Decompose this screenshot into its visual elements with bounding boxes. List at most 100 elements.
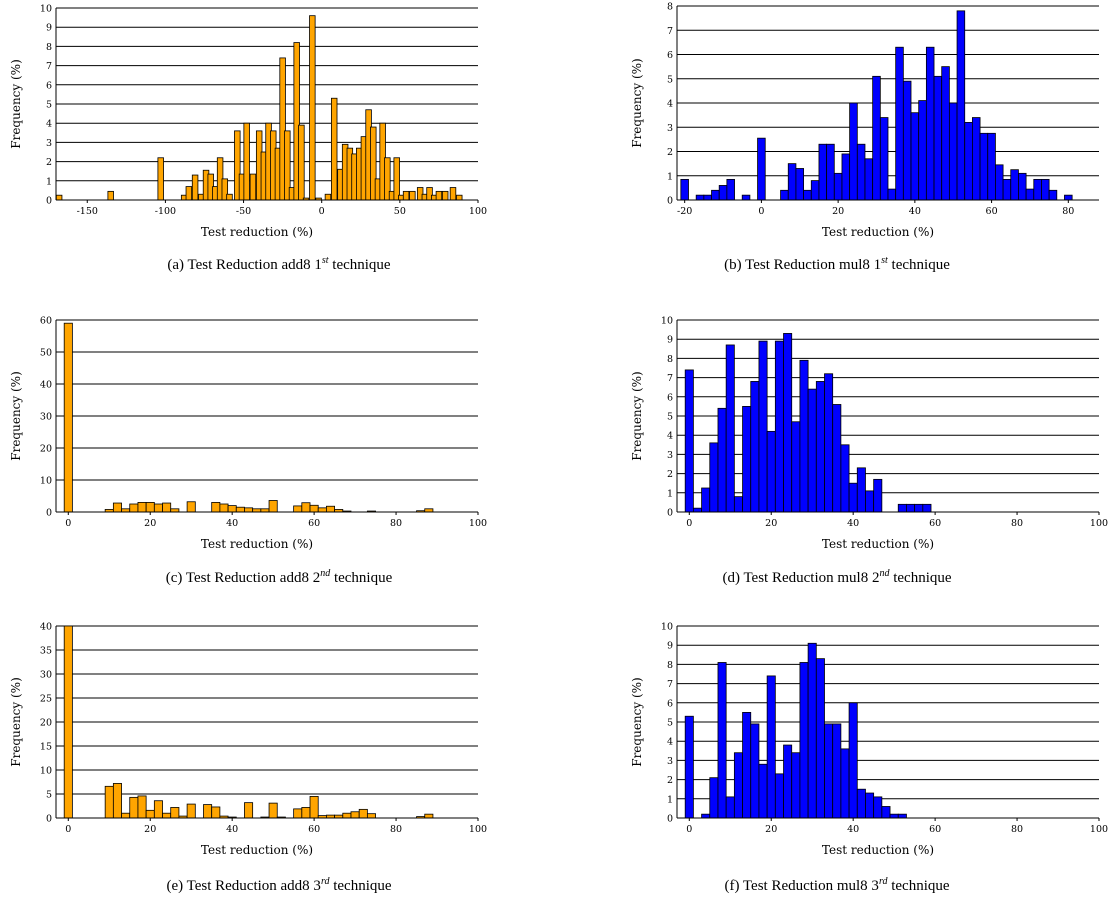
bar — [841, 153, 851, 201]
y-tick-label: 8 — [667, 2, 673, 13]
y-tick-label: 1 — [667, 794, 673, 805]
bar — [203, 804, 213, 819]
bar — [112, 783, 122, 819]
x-axis-label: Test reduction (%) — [822, 537, 934, 551]
bar — [129, 796, 139, 819]
y-tick-label: 2 — [46, 157, 52, 168]
bar — [162, 812, 172, 819]
bar — [268, 802, 278, 819]
bar — [112, 502, 122, 513]
bar — [211, 501, 221, 513]
y-tick-label: 5 — [667, 718, 673, 729]
bar — [725, 796, 735, 819]
bar — [918, 100, 927, 201]
bar — [121, 812, 131, 819]
y-tick-label: 5 — [46, 790, 52, 801]
caption-b-text: (b) Test Reduction mul8 1 — [724, 257, 882, 273]
y-tick-label: 8 — [667, 354, 673, 365]
y-tick-label: 0 — [667, 508, 673, 519]
bar — [186, 501, 196, 513]
y-tick-label: 6 — [667, 392, 673, 403]
bar — [137, 501, 147, 513]
bar — [914, 503, 924, 513]
y-tick-label: 30 — [40, 412, 52, 423]
bar — [684, 715, 694, 819]
bar — [803, 189, 812, 201]
y-axis-label: Frequency (%) — [9, 371, 23, 460]
bar — [244, 802, 254, 819]
bar — [157, 157, 164, 201]
chart-c: 0 10 20 30 40 50 60 0 20 40 60 80 100 Test reduction … — [9, 316, 487, 552]
bar — [219, 503, 229, 513]
bar — [941, 66, 950, 201]
y-tick-label: 20 — [40, 444, 52, 455]
bar — [709, 777, 719, 819]
y-tick-label: 8 — [46, 42, 52, 53]
bar — [815, 658, 825, 819]
x-tick-label: 40 — [847, 824, 859, 835]
caption-e: (e) Test Reduction add8 3rd technique — [0, 876, 558, 895]
bar — [324, 193, 332, 201]
x-tick-label: 60 — [986, 206, 998, 217]
bar — [971, 117, 981, 201]
bar — [741, 194, 751, 201]
bar — [226, 193, 233, 201]
bar — [897, 813, 907, 819]
bar — [309, 795, 319, 819]
y-tick-label: 9 — [46, 23, 52, 34]
panel-c: 0 10 20 30 40 50 60 0 20 40 60 80 100 Test reduction … — [0, 304, 558, 608]
y-tick-label: 35 — [40, 646, 52, 657]
y-tick-label: 40 — [40, 380, 52, 391]
caption-e-text: (e) Test Reduction add8 3 — [166, 878, 321, 894]
bar — [330, 97, 338, 201]
caption-d-text: (d) Test Reduction mul8 2 — [722, 570, 880, 586]
bar — [243, 122, 250, 201]
bar — [402, 190, 410, 201]
bar — [268, 500, 278, 513]
bar — [191, 174, 199, 201]
x-tick-label: 60 — [308, 824, 320, 835]
bar — [145, 501, 155, 513]
bar — [162, 502, 172, 513]
bar — [807, 388, 817, 513]
bar — [409, 190, 416, 201]
x-tick-label: 0 — [758, 206, 764, 217]
y-tick-label: 6 — [667, 50, 673, 61]
bar — [879, 117, 889, 201]
y-tick-label: 10 — [40, 766, 52, 777]
bar — [889, 813, 899, 819]
bar — [750, 723, 760, 819]
bar — [309, 15, 316, 201]
caption-b-suffix: technique — [887, 257, 950, 273]
chart-a: 0 1 2 3 4 5 6 7 8 9 10 -150 -100 -50 0 50 100 Test reduct… — [9, 4, 487, 240]
x-tick-label: 80 — [1011, 518, 1023, 529]
bar — [695, 194, 705, 201]
bar — [925, 46, 935, 201]
bar — [783, 333, 793, 513]
y-tick-label: 0 — [46, 814, 52, 825]
x-axis-label: Test reduction (%) — [822, 843, 934, 857]
bar — [865, 792, 875, 819]
x-tick-label: 0 — [319, 206, 325, 217]
y-tick-label: 7 — [667, 26, 673, 37]
bar — [326, 505, 336, 513]
bar — [824, 723, 834, 819]
y-tick-label: 7 — [667, 679, 673, 690]
y-tick-label: 3 — [667, 756, 673, 767]
bar — [137, 795, 147, 819]
bar — [249, 173, 257, 201]
bar — [701, 487, 711, 513]
caption-a-suffix: technique — [328, 257, 391, 273]
bar — [807, 642, 817, 819]
bar — [424, 813, 434, 819]
y-tick-label: 40 — [40, 622, 52, 633]
bar — [1010, 169, 1019, 201]
bar — [358, 808, 368, 819]
caption-a-text: (a) Test Reduction add8 1 — [167, 257, 322, 273]
y-tick-label: 0 — [46, 508, 52, 519]
x-tick-label: 20 — [832, 206, 844, 217]
bar — [153, 503, 163, 513]
bar — [865, 490, 875, 513]
y-tick-label: 4 — [46, 119, 52, 130]
